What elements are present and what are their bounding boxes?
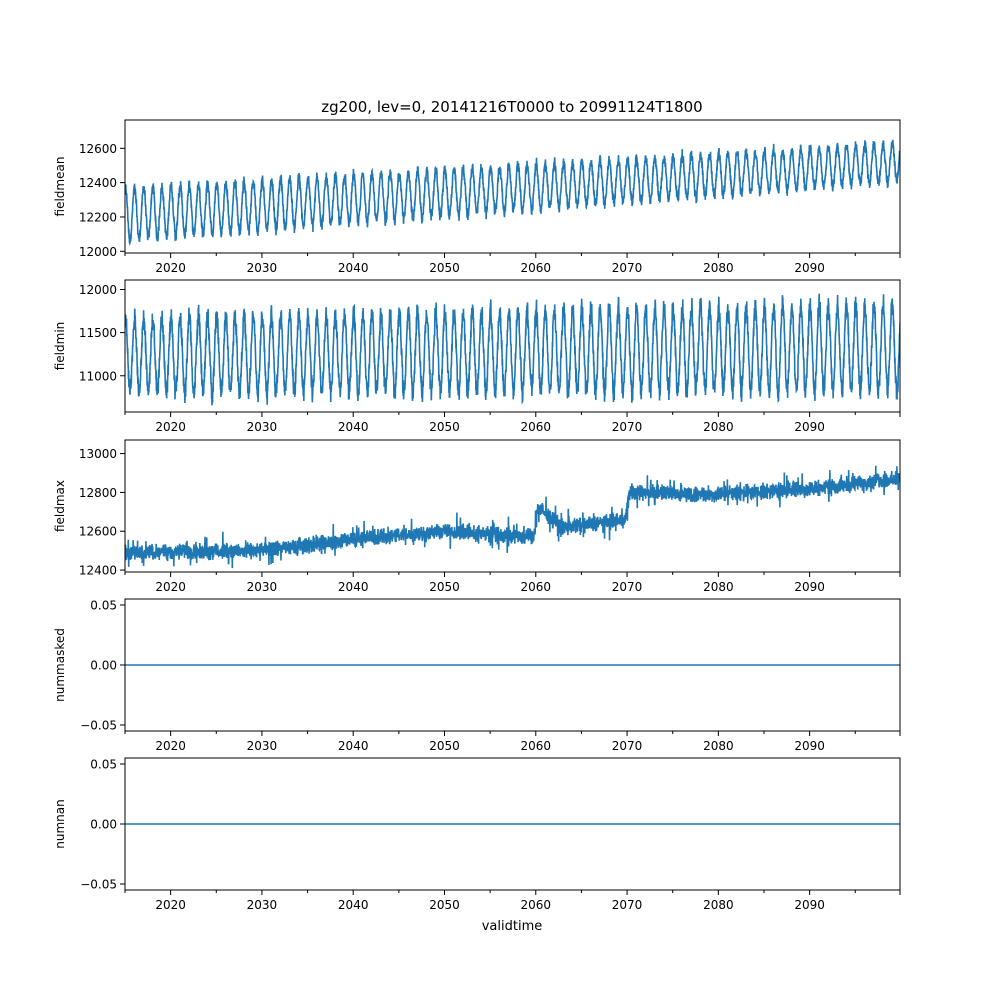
x-tick-label: 2070 xyxy=(612,898,643,912)
x-tick-label: 2040 xyxy=(338,420,369,434)
y-tick-label: 12400 xyxy=(79,176,117,190)
y-tick-label: 11500 xyxy=(79,326,117,340)
x-tick-label: 2050 xyxy=(429,420,460,434)
x-tick-label: 2030 xyxy=(247,580,278,594)
panel-numnan: 2020 2030 2040 2050 2060 2070 2080 2090 −0.05 0.0… xyxy=(53,757,901,912)
x-tick-label: 2030 xyxy=(247,739,278,753)
x-tick-label: 2080 xyxy=(703,580,734,594)
x-tick-label: 2080 xyxy=(703,739,734,753)
panel-nummasked: 2020 2030 2040 2050 2060 2070 2080 2090 −0.05 0.0… xyxy=(53,598,901,753)
y-tick-label: 12000 xyxy=(79,283,117,297)
series-line-fieldmean xyxy=(125,139,900,247)
x-tick-label: 2070 xyxy=(612,420,643,434)
x-axis-label: validtime xyxy=(482,919,543,934)
x-tick-label: 2020 xyxy=(155,580,186,594)
x-tick-label: 2090 xyxy=(794,580,825,594)
x-tick-label: 2060 xyxy=(521,739,552,753)
y-tick-label: 12000 xyxy=(79,245,117,259)
y-axis-label: fieldmin xyxy=(53,322,67,371)
panels: 2020 2030 2040 2050 2060 2070 2080 2090 12000 122… xyxy=(53,119,901,912)
x-tick-label: 2050 xyxy=(429,898,460,912)
x-tick-label: 2020 xyxy=(155,261,186,275)
x-tick-label: 2060 xyxy=(521,261,552,275)
x-tick-label: 2090 xyxy=(794,739,825,753)
x-tick-label: 2060 xyxy=(521,420,552,434)
panel-fieldmean: 2020 2030 2040 2050 2060 2070 2080 2090 12000 122… xyxy=(53,119,901,275)
x-tick-label: 2030 xyxy=(247,420,278,434)
y-tick-label: −0.05 xyxy=(80,719,117,733)
x-tick-label: 2080 xyxy=(703,261,734,275)
series-line-fieldmax xyxy=(125,465,900,569)
x-tick-label: 2070 xyxy=(612,739,643,753)
x-tick-label: 2070 xyxy=(612,580,643,594)
x-tick-label: 2030 xyxy=(247,261,278,275)
y-tick-label: 11000 xyxy=(79,369,117,383)
x-tick-label: 2070 xyxy=(612,261,643,275)
y-tick-label: 0.05 xyxy=(90,758,117,772)
y-tick-label: 12800 xyxy=(79,486,117,500)
x-tick-label: 2040 xyxy=(338,898,369,912)
y-tick-label: 0.00 xyxy=(90,659,117,673)
y-tick-label: 13000 xyxy=(79,447,117,461)
x-tick-label: 2020 xyxy=(155,739,186,753)
y-axis-label: nummasked xyxy=(53,628,67,702)
y-axis-label: fieldmax xyxy=(53,480,67,532)
x-tick-label: 2080 xyxy=(703,420,734,434)
x-tick-label: 2060 xyxy=(521,580,552,594)
x-tick-label: 2080 xyxy=(703,898,734,912)
figure-title: zg200, lev=0, 20141216T0000 to 20991124T… xyxy=(321,98,702,116)
panel-fieldmin: 2020 2030 2040 2050 2060 2070 2080 2090 11000 115… xyxy=(53,279,901,434)
x-tick-label: 2090 xyxy=(794,898,825,912)
axes-frame xyxy=(124,119,901,254)
y-tick-label: 12400 xyxy=(79,564,117,578)
x-tick-label: 2020 xyxy=(155,420,186,434)
axes-frame xyxy=(124,279,901,413)
y-tick-label: 12600 xyxy=(79,525,117,539)
y-tick-label: 0.00 xyxy=(90,818,117,832)
y-tick-label: 0.05 xyxy=(90,599,117,613)
x-tick-label: 2040 xyxy=(338,739,369,753)
y-axis-label: fieldmean xyxy=(53,157,67,217)
x-tick-label: 2040 xyxy=(338,261,369,275)
x-tick-label: 2060 xyxy=(521,898,552,912)
y-tick-label: 12600 xyxy=(79,142,117,156)
x-tick-label: 2050 xyxy=(429,739,460,753)
x-tick-label: 2040 xyxy=(338,580,369,594)
x-tick-label: 2050 xyxy=(429,261,460,275)
x-tick-label: 2020 xyxy=(155,898,186,912)
x-tick-label: 2090 xyxy=(794,261,825,275)
y-axis-label: numnan xyxy=(53,799,67,848)
panel-fieldmax: 2020 2030 2040 2050 2060 2070 2080 2090 12400 126… xyxy=(53,439,901,594)
axes-frame xyxy=(124,439,901,573)
series-line-fieldmin xyxy=(125,293,900,406)
x-tick-label: 2050 xyxy=(429,580,460,594)
x-tick-label: 2030 xyxy=(247,898,278,912)
y-tick-label: 12200 xyxy=(79,210,117,224)
y-tick-label: −0.05 xyxy=(80,878,117,892)
x-tick-label: 2090 xyxy=(794,420,825,434)
